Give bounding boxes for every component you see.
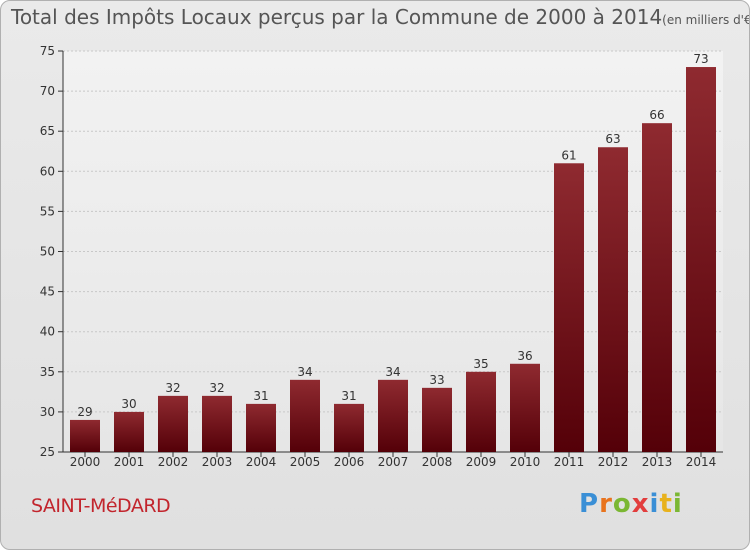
x-tick-label: 2010 bbox=[510, 455, 541, 469]
bar bbox=[202, 395, 232, 452]
data-label: 32 bbox=[209, 381, 224, 395]
x-tick-label: 2004 bbox=[246, 455, 277, 469]
data-label: 34 bbox=[385, 365, 400, 379]
x-tick-label: 2014 bbox=[686, 455, 717, 469]
commune-name: SAINT-MéDARD bbox=[31, 495, 171, 517]
x-tick-label: 2013 bbox=[642, 455, 673, 469]
y-tick-label: 65 bbox=[40, 124, 55, 138]
logo-letter: i bbox=[672, 489, 683, 519]
x-tick-label: 2001 bbox=[114, 455, 145, 469]
bar bbox=[466, 371, 496, 452]
y-tick-label: 30 bbox=[40, 405, 55, 419]
logo-letter: r bbox=[599, 489, 613, 519]
title-text: Total des Impôts Locaux perçus par la Co… bbox=[11, 5, 663, 29]
title-unit: (en milliers d'€) bbox=[662, 13, 750, 27]
y-tick-label: 70 bbox=[40, 84, 55, 98]
y-tick-label: 35 bbox=[40, 365, 55, 379]
x-tick-label: 2011 bbox=[554, 455, 585, 469]
y-tick-label: 60 bbox=[40, 164, 55, 178]
bar bbox=[598, 147, 628, 453]
data-label: 32 bbox=[165, 381, 180, 395]
x-tick-label: 2005 bbox=[290, 455, 321, 469]
bar bbox=[642, 123, 672, 453]
x-tick-label: 2012 bbox=[598, 455, 629, 469]
bar bbox=[290, 379, 320, 452]
bar bbox=[114, 411, 144, 452]
x-tick-label: 2002 bbox=[158, 455, 189, 469]
data-label: 30 bbox=[121, 397, 136, 411]
data-label: 31 bbox=[341, 389, 356, 403]
bar bbox=[554, 163, 584, 452]
x-tick-label: 2000 bbox=[70, 455, 101, 469]
y-tick-label: 40 bbox=[40, 325, 55, 339]
data-label: 61 bbox=[561, 148, 576, 162]
logo-letter: i bbox=[649, 489, 660, 519]
x-tick-label: 2003 bbox=[202, 455, 233, 469]
bar bbox=[70, 419, 100, 452]
data-label: 36 bbox=[517, 349, 532, 363]
bar bbox=[422, 387, 452, 452]
proxiti-logo: Proxiti bbox=[579, 489, 683, 519]
bar bbox=[334, 403, 364, 452]
logo-letter: P bbox=[579, 489, 600, 519]
data-label: 66 bbox=[649, 108, 664, 122]
logo-letter: o bbox=[612, 489, 632, 519]
y-tick-label: 55 bbox=[40, 204, 55, 218]
bar bbox=[686, 67, 716, 452]
y-tick-label: 50 bbox=[40, 245, 55, 259]
chart-title: Total des Impôts Locaux perçus par la Co… bbox=[11, 5, 750, 29]
data-label: 73 bbox=[693, 52, 708, 66]
x-tick-label: 2009 bbox=[466, 455, 497, 469]
logo-letter: t bbox=[659, 489, 673, 519]
bar bbox=[378, 379, 408, 452]
data-label: 31 bbox=[253, 389, 268, 403]
data-label: 34 bbox=[297, 365, 312, 379]
bar bbox=[158, 395, 188, 452]
x-tick-label: 2008 bbox=[422, 455, 453, 469]
data-label: 33 bbox=[429, 373, 444, 387]
bar bbox=[246, 403, 276, 452]
y-tick-label: 45 bbox=[40, 285, 55, 299]
logo-letter: x bbox=[631, 489, 650, 519]
data-label: 35 bbox=[473, 357, 488, 371]
bar bbox=[510, 363, 540, 452]
x-tick-label: 2006 bbox=[334, 455, 365, 469]
data-label: 29 bbox=[77, 405, 92, 419]
y-tick-label: 75 bbox=[40, 44, 55, 58]
x-tick-label: 2007 bbox=[378, 455, 409, 469]
data-label: 63 bbox=[605, 132, 620, 146]
y-tick-label: 25 bbox=[40, 445, 55, 459]
